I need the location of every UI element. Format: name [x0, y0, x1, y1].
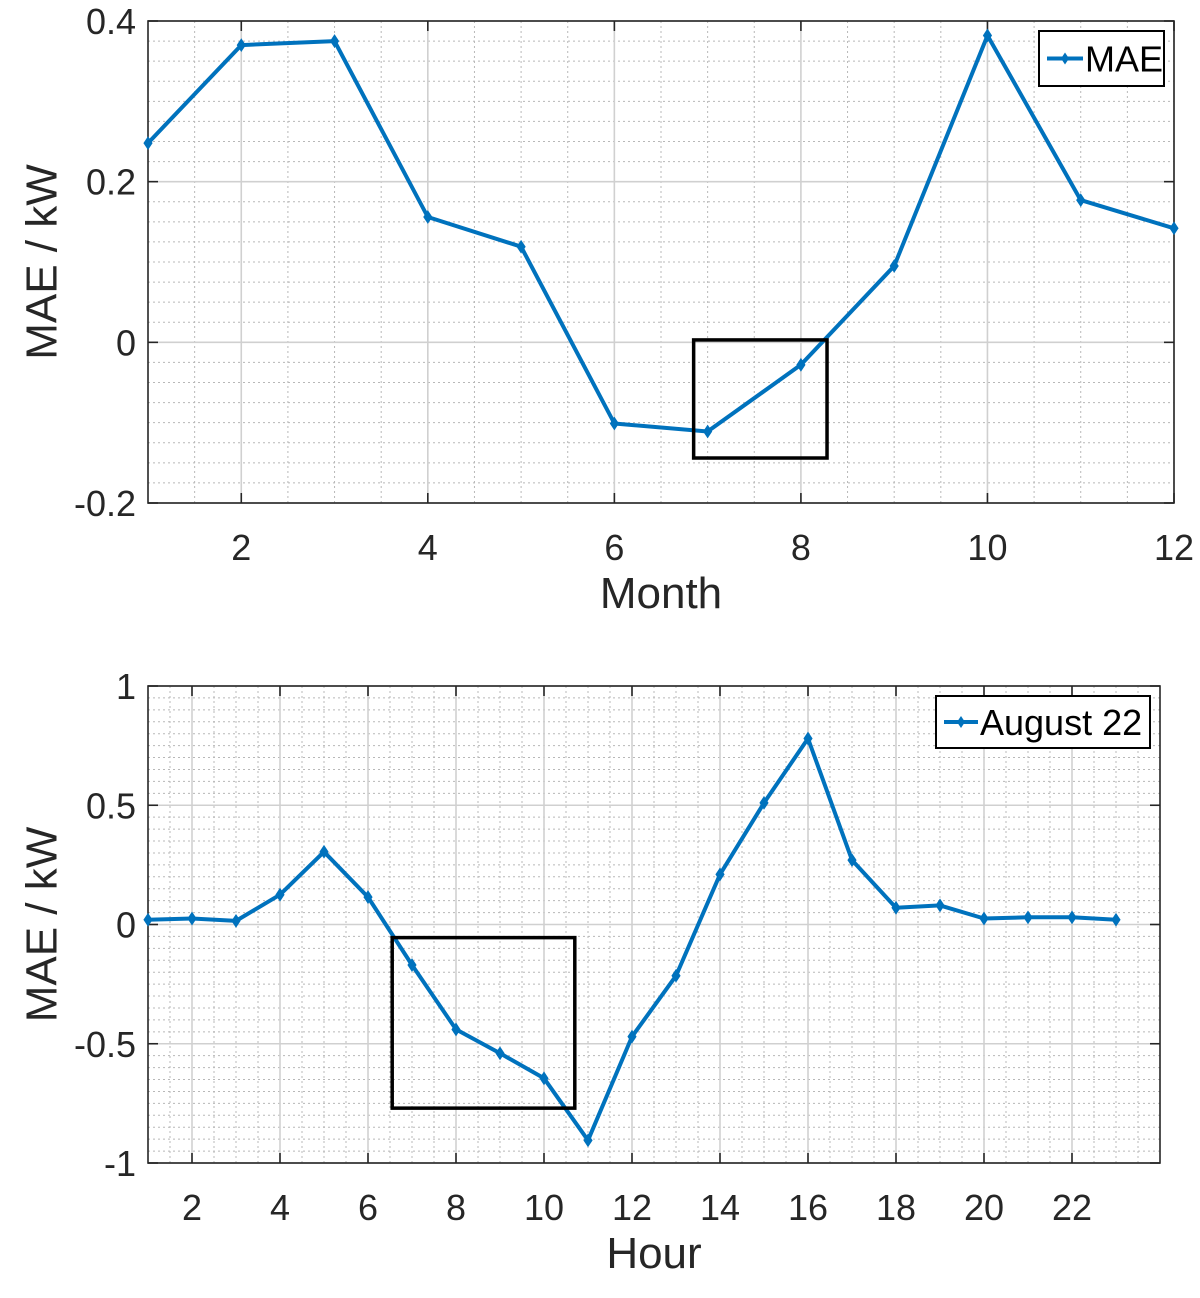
data-point — [847, 853, 857, 868]
x-tick-label: 10 — [967, 527, 1007, 568]
data-point — [715, 867, 725, 882]
data-point — [1111, 912, 1121, 927]
data-point — [671, 968, 681, 983]
data-point — [759, 795, 769, 810]
x-tick-label: 16 — [788, 1187, 828, 1228]
x-tick-label: 20 — [964, 1187, 1004, 1228]
x-tick-label: 6 — [358, 1187, 378, 1228]
data-point — [583, 1133, 593, 1148]
chart-month: 2 4 6 8 10 12 -0.2 0 0.2 0.4 Month MAE / kW MAE — [18, 1, 1195, 618]
x-tick-label: 4 — [418, 527, 438, 568]
x-tick-label: 6 — [604, 527, 624, 568]
data-point — [1169, 221, 1179, 236]
annotation-box — [691, 338, 829, 460]
data-point — [1076, 193, 1086, 208]
x-tick-label: 8 — [446, 1187, 466, 1228]
data-point — [143, 136, 153, 151]
data-point — [889, 259, 899, 273]
x-tick-label: 18 — [876, 1187, 916, 1228]
data-point — [627, 1029, 637, 1044]
data-point — [935, 898, 945, 913]
y-tick-label: 0.5 — [86, 785, 136, 826]
data-point — [495, 1046, 505, 1061]
x-tick-label: 8 — [791, 527, 811, 568]
legend-label: August 22 — [980, 702, 1142, 743]
data-point — [539, 1071, 549, 1086]
x-tick-label: 4 — [270, 1187, 290, 1228]
data-point — [407, 958, 417, 972]
y-tick-label: -1 — [104, 1143, 136, 1184]
legend-marker — [957, 716, 965, 728]
minor-grid — [147, 685, 1161, 1164]
legend: August 22 — [935, 695, 1151, 749]
data-point — [236, 38, 246, 53]
data-point — [329, 34, 340, 48]
data-point — [703, 424, 713, 439]
y-tick-label: 0.2 — [86, 162, 136, 203]
x-tick-label: 22 — [1052, 1187, 1092, 1228]
data-point — [231, 914, 241, 928]
x-tick-label: 2 — [231, 527, 251, 568]
x-tick-label: 2 — [182, 1187, 202, 1228]
legend-marker — [1061, 52, 1069, 65]
x-tick-label: 12 — [612, 1187, 652, 1228]
data-point — [609, 416, 619, 431]
data-point — [891, 900, 901, 915]
chart-hour: 2 4 6 8 10 12 14 16 18 20 22 -1 -0.5 0 0.5 1 Hour MAE / k… — [18, 666, 1161, 1278]
data-point — [516, 239, 526, 254]
data-point — [451, 1022, 461, 1037]
y-axis-label: MAE / kW — [18, 164, 67, 360]
y-tick-label: 0.4 — [86, 1, 136, 42]
data-point — [319, 844, 329, 859]
x-axis-label: Hour — [606, 1229, 701, 1278]
data-point — [143, 912, 153, 927]
data-point — [979, 911, 989, 926]
data-point — [423, 210, 433, 224]
x-tick-label: 10 — [524, 1187, 564, 1228]
y-tick-label: 0 — [116, 905, 136, 946]
x-tick-label: 12 — [1154, 527, 1194, 568]
data-point — [803, 731, 813, 746]
annotation-box — [390, 935, 577, 1110]
legend: MAE — [1038, 30, 1165, 87]
data-point — [187, 911, 197, 926]
legend-label: MAE — [1085, 39, 1163, 80]
y-tick-label: 0 — [116, 322, 136, 363]
x-tick-label: 14 — [700, 1187, 740, 1228]
axes-box — [147, 20, 1175, 504]
data-point — [275, 887, 285, 902]
y-axis-label: MAE / kW — [18, 826, 67, 1022]
y-tick-label: -0.2 — [74, 483, 136, 524]
data-point — [796, 357, 806, 372]
x-axis-label: Month — [600, 569, 722, 618]
data-point — [1067, 910, 1077, 925]
data-point — [982, 28, 993, 43]
series-line — [146, 33, 1175, 434]
data-point — [1023, 910, 1033, 925]
y-tick-label: 1 — [116, 666, 136, 707]
y-tick-label: -0.5 — [74, 1024, 136, 1065]
data-point — [363, 890, 373, 904]
